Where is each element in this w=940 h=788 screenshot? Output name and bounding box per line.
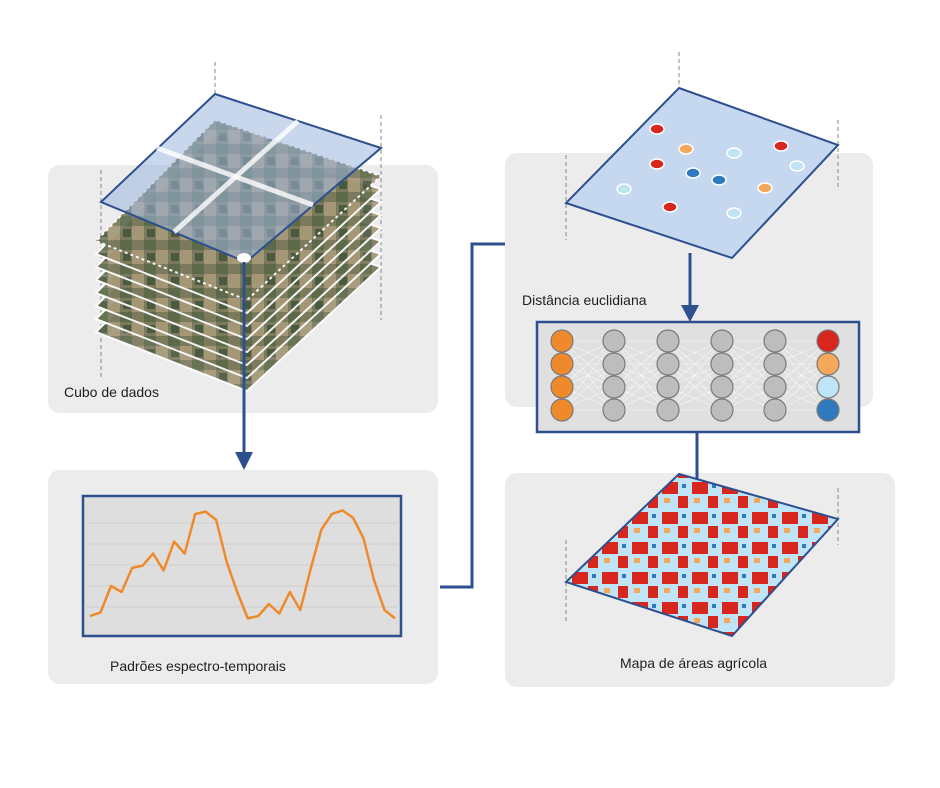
hidden-node bbox=[656, 352, 680, 376]
output-node bbox=[816, 398, 840, 422]
hidden-node bbox=[710, 329, 734, 353]
hidden-node bbox=[602, 329, 626, 353]
feature-point bbox=[649, 158, 665, 170]
feature-point bbox=[789, 160, 805, 172]
feature-point bbox=[678, 143, 694, 155]
feature-point bbox=[757, 182, 773, 194]
pixel-marker bbox=[237, 253, 251, 263]
feature-point bbox=[726, 147, 742, 159]
feature-point bbox=[662, 201, 678, 213]
data-cube bbox=[94, 92, 384, 393]
hidden-node bbox=[656, 329, 680, 353]
hidden-node bbox=[763, 329, 787, 353]
hidden-node bbox=[602, 398, 626, 422]
euclidean-distance-label: Distância euclidiana bbox=[522, 292, 647, 308]
hidden-node bbox=[602, 352, 626, 376]
hidden-node bbox=[710, 398, 734, 422]
feature-space-plane bbox=[564, 86, 840, 260]
feature-point bbox=[685, 167, 701, 179]
output-node bbox=[816, 375, 840, 399]
feature-point bbox=[726, 207, 742, 219]
hidden-node bbox=[763, 375, 787, 399]
spectro-temporal-label: Padrões espectro-temporais bbox=[110, 658, 286, 674]
input-node bbox=[550, 352, 574, 376]
output-node bbox=[816, 352, 840, 376]
arrow-head-down-distance bbox=[681, 305, 699, 322]
input-node bbox=[550, 375, 574, 399]
input-node bbox=[550, 398, 574, 422]
arrow-head-down-cube bbox=[235, 452, 253, 470]
hidden-node bbox=[656, 375, 680, 399]
hidden-node bbox=[763, 352, 787, 376]
input-node bbox=[550, 329, 574, 353]
agri-map-image bbox=[564, 472, 840, 638]
hidden-node bbox=[710, 375, 734, 399]
output-node bbox=[816, 329, 840, 353]
agri-map-label: Mapa de áreas agrícola bbox=[620, 655, 768, 671]
hidden-node bbox=[602, 375, 626, 399]
feature-point bbox=[711, 174, 727, 186]
hidden-node bbox=[656, 398, 680, 422]
feature-point bbox=[616, 183, 632, 195]
data-cube-label: Cubo de dados bbox=[64, 384, 159, 400]
time-series-line bbox=[89, 509, 396, 620]
feature-point bbox=[773, 140, 789, 152]
hidden-node bbox=[710, 352, 734, 376]
feature-point bbox=[649, 123, 665, 135]
hidden-node bbox=[763, 398, 787, 422]
